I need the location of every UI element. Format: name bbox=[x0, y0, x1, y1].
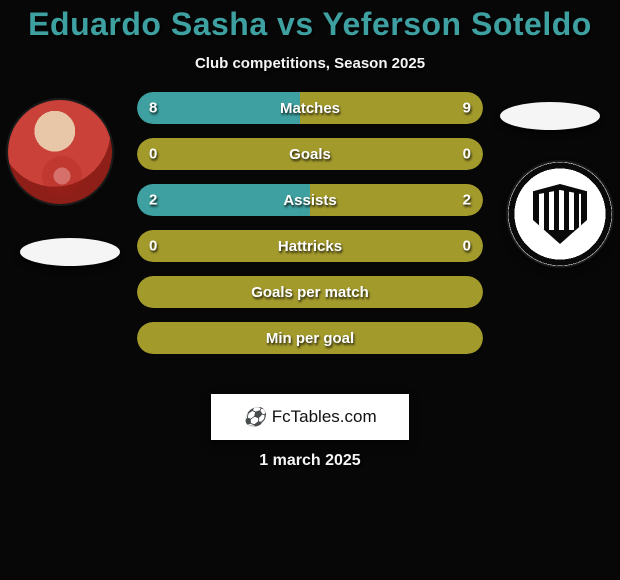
stat-label: Goals per match bbox=[251, 284, 369, 301]
stat-label: Assists bbox=[283, 192, 336, 209]
player-left-name: Eduardo Sasha bbox=[28, 6, 267, 42]
player-left-flag bbox=[20, 238, 120, 266]
stat-pill: Goals per match bbox=[137, 276, 483, 308]
stat-value-left: 2 bbox=[149, 192, 157, 209]
stat-pill-stack: 8 9 Matches 0 0 Goals 2 2 Assists 0 0 Hattricks Goal… bbox=[137, 92, 483, 368]
stat-value-left: 8 bbox=[149, 100, 157, 117]
stat-value-left: 0 bbox=[149, 146, 157, 163]
player-left-avatar bbox=[8, 100, 112, 204]
player-right-flag bbox=[500, 102, 600, 130]
comparison-subtitle: Club competitions, Season 2025 bbox=[0, 55, 620, 72]
stat-pill: Min per goal bbox=[137, 322, 483, 354]
vs-separator: vs bbox=[277, 6, 314, 42]
attribution-text: FcTables.com bbox=[272, 407, 377, 427]
stat-label: Hattricks bbox=[278, 238, 342, 255]
stat-value-left: 0 bbox=[149, 238, 157, 255]
player-right-name: Yeferson Soteldo bbox=[322, 6, 591, 42]
stat-label: Goals bbox=[289, 146, 331, 163]
player-right-crest bbox=[508, 162, 612, 266]
attribution-box: ⚽ FcTables.com bbox=[211, 394, 409, 440]
comparison-date: 1 march 2025 bbox=[0, 452, 620, 470]
stat-pill: 0 0 Goals bbox=[137, 138, 483, 170]
stat-value-right: 0 bbox=[463, 238, 471, 255]
stat-value-right: 2 bbox=[463, 192, 471, 209]
stat-fill-left bbox=[137, 92, 300, 124]
stat-pill: 8 9 Matches bbox=[137, 92, 483, 124]
comparison-title: Eduardo Sasha vs Yeferson Soteldo bbox=[0, 0, 620, 43]
stat-value-right: 9 bbox=[463, 100, 471, 117]
fctables-logo-icon: ⚽ bbox=[243, 407, 265, 428]
stat-pill: 0 0 Hattricks bbox=[137, 230, 483, 262]
santos-shield-icon bbox=[533, 184, 587, 244]
stat-label: Matches bbox=[280, 100, 340, 117]
stat-value-right: 0 bbox=[463, 146, 471, 163]
stat-pill: 2 2 Assists bbox=[137, 184, 483, 216]
stat-label: Min per goal bbox=[266, 330, 354, 347]
